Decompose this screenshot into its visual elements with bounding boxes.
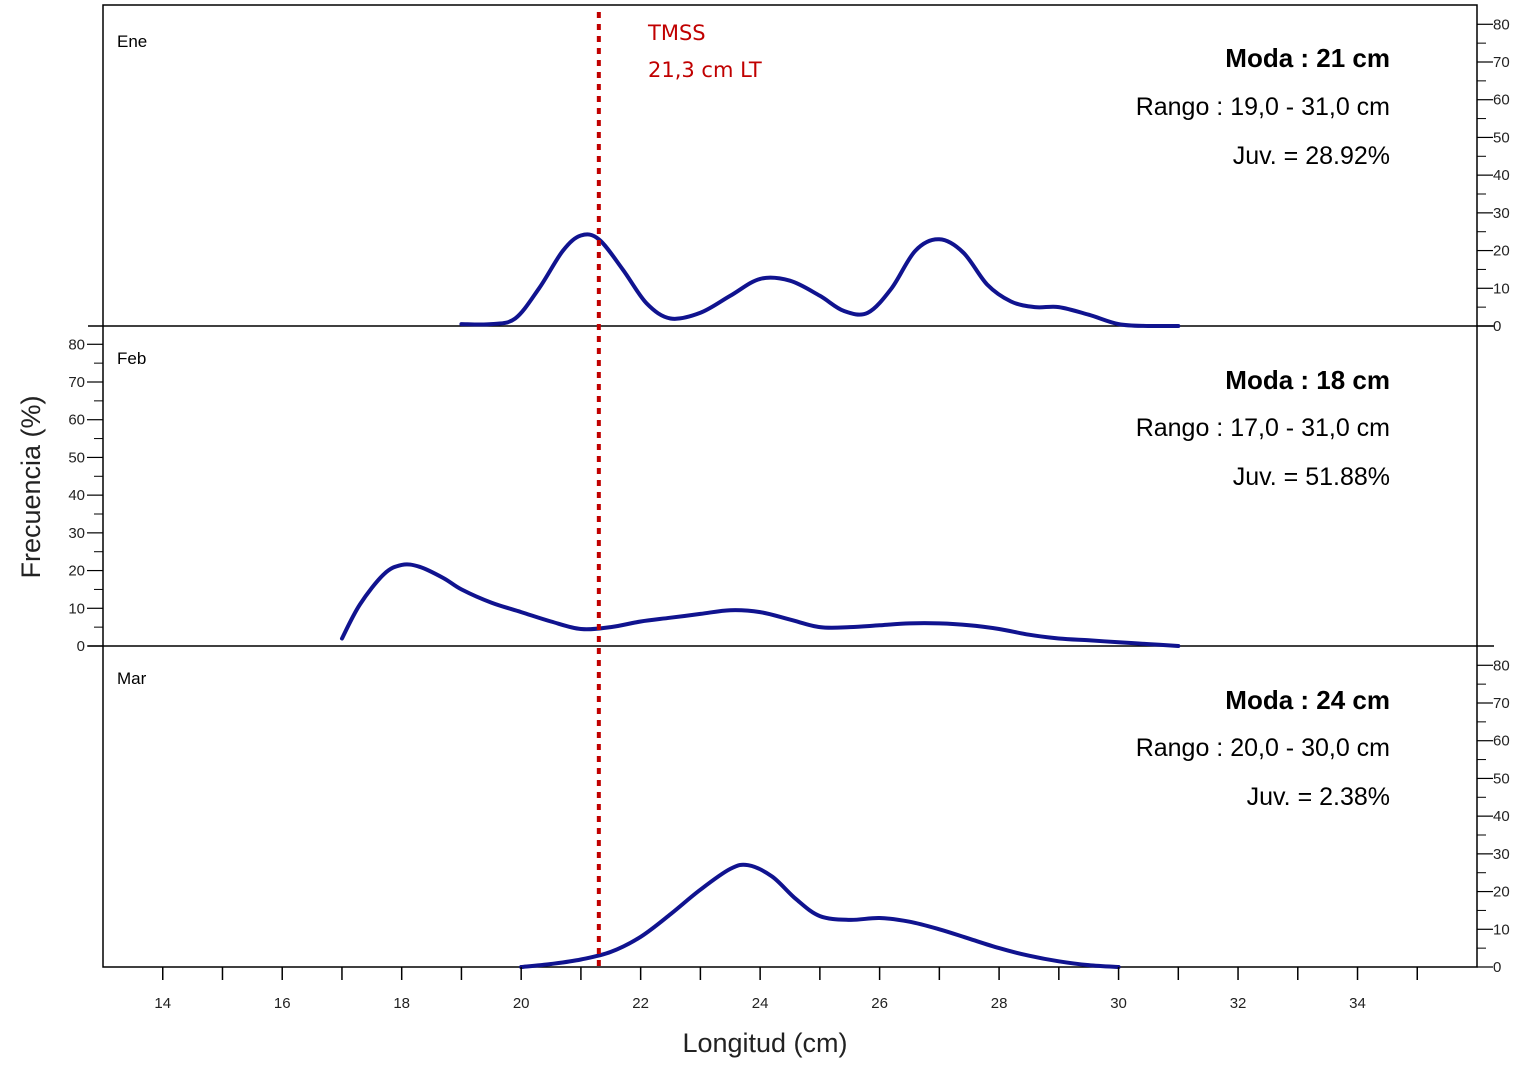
- y-tick-label: 20: [1493, 884, 1510, 901]
- y-tick-label: 50: [1493, 770, 1510, 787]
- tmss-value-label: 21,3 cm LT: [648, 58, 762, 82]
- y-tick-label: 70: [1493, 695, 1510, 712]
- y-tick-label: 40: [68, 487, 85, 504]
- series-line-feb: [340, 562, 1181, 648]
- panel-label: Feb: [117, 349, 146, 368]
- y-tick-label: 30: [68, 525, 85, 542]
- x-tick-label: 32: [1230, 995, 1247, 1012]
- y-tick-label: 70: [1493, 54, 1510, 71]
- rango-text: Rango : 20,0 - 30,0 cm: [1136, 734, 1390, 762]
- y-tick-label: 10: [1493, 921, 1510, 938]
- x-tick-label: 18: [393, 995, 410, 1012]
- series-line-ene: [459, 232, 1181, 328]
- y-tick-label: 10: [1493, 280, 1510, 297]
- rango-text: Rango : 17,0 - 31,0 cm: [1136, 414, 1390, 442]
- panel-label: Ene: [117, 32, 147, 51]
- y-tick-label: 0: [77, 638, 85, 655]
- x-axis-title: Longitud (cm): [682, 1028, 847, 1058]
- juv-text: Juv. = 28.92%: [1233, 142, 1390, 170]
- y-tick-label: 80: [1493, 657, 1510, 674]
- x-tick-label: 30: [1110, 995, 1127, 1012]
- juv-text: Juv. = 2.38%: [1247, 783, 1390, 811]
- y-tick-label: 60: [1493, 92, 1510, 109]
- x-tick-label: 34: [1349, 995, 1366, 1012]
- y-tick-label: 30: [1493, 846, 1510, 863]
- x-tick-label: 26: [871, 995, 888, 1012]
- moda-text: Moda : 18 cm: [1225, 365, 1390, 395]
- y-tick-label: 50: [1493, 129, 1510, 146]
- y-tick-label: 60: [1493, 733, 1510, 750]
- x-tick-label: 14: [154, 995, 171, 1012]
- y-tick-label: 20: [1493, 243, 1510, 260]
- y-tick-label: 0: [1493, 318, 1501, 335]
- plot-frame: [102, 4, 1478, 968]
- x-tick-label: 22: [632, 995, 649, 1012]
- y-tick-label: 50: [68, 449, 85, 466]
- x-tick-label: 20: [513, 995, 530, 1012]
- y-tick-label: 30: [1493, 205, 1510, 222]
- y-tick-label: 80: [68, 336, 85, 353]
- y-tick-label: 40: [1493, 167, 1510, 184]
- tmss-label: TMSS: [647, 21, 706, 45]
- moda-text: Moda : 24 cm: [1225, 685, 1390, 715]
- y-tick-label: 20: [68, 563, 85, 580]
- y-tick-label: 70: [68, 374, 85, 391]
- panel-label: Mar: [117, 669, 147, 688]
- x-tick-label: 16: [274, 995, 291, 1012]
- y-tick-label: 10: [68, 600, 85, 617]
- y-tick-label: 60: [68, 412, 85, 429]
- moda-text: Moda : 21 cm: [1225, 43, 1390, 73]
- x-tick-label: 24: [752, 995, 769, 1012]
- x-tick-label: 28: [991, 995, 1008, 1012]
- y-axis-title: Frecuencia (%): [16, 395, 46, 578]
- rango-text: Rango : 19,0 - 31,0 cm: [1136, 93, 1390, 121]
- series-line-mar: [519, 862, 1121, 969]
- y-tick-label: 0: [1493, 959, 1501, 976]
- juv-text: Juv. = 51.88%: [1233, 463, 1390, 491]
- y-tick-label: 40: [1493, 808, 1510, 825]
- y-tick-label: 80: [1493, 16, 1510, 33]
